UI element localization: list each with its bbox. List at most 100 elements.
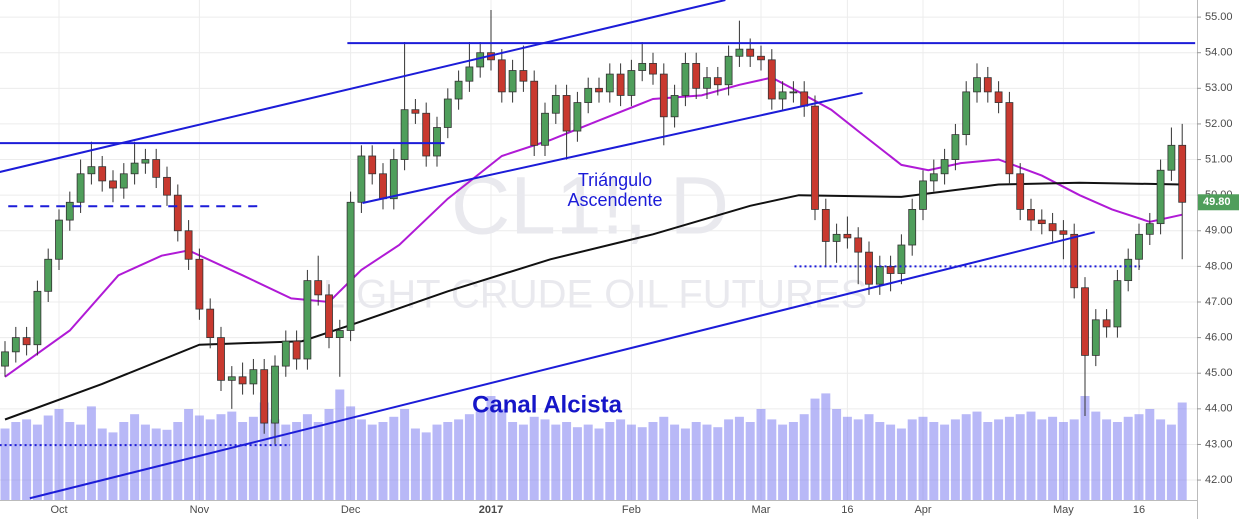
candle-body xyxy=(800,91,809,107)
candle-body xyxy=(368,155,377,175)
candle-body xyxy=(638,62,647,71)
candle-body xyxy=(724,55,733,86)
candle-body xyxy=(713,77,722,86)
volume-bar xyxy=(853,419,863,500)
candle-body xyxy=(195,258,204,310)
candle-body xyxy=(260,369,269,424)
volume-bar xyxy=(421,432,431,500)
volume-bar xyxy=(0,428,10,500)
candle-body xyxy=(1156,169,1165,225)
volume-bar xyxy=(22,419,32,500)
candle-body xyxy=(98,166,107,182)
candle-body xyxy=(497,59,506,93)
candle-body xyxy=(929,173,938,182)
volume-bar xyxy=(259,402,269,500)
volume-bar xyxy=(1177,402,1187,500)
candle-body xyxy=(454,80,463,100)
watermark-name: LIGHT CRUDE OIL FUTURES xyxy=(323,273,868,317)
candle-body xyxy=(940,159,949,175)
y-tick-label: 51.00 xyxy=(1205,153,1233,165)
volume-bar xyxy=(76,424,86,500)
candle-body xyxy=(908,209,917,246)
volume-bar xyxy=(443,422,453,500)
x-tick-label: May xyxy=(1053,504,1074,516)
volume-bar xyxy=(97,428,107,500)
candle-body xyxy=(659,73,668,118)
x-tick-label: Nov xyxy=(190,504,210,516)
volume-bar xyxy=(605,422,615,500)
volume-bar xyxy=(907,419,917,500)
candle-body xyxy=(994,91,1003,103)
volume-bar xyxy=(410,428,420,500)
candle-body xyxy=(854,237,863,253)
volume-bar xyxy=(1048,416,1058,500)
candle-body xyxy=(314,280,323,296)
candle-body xyxy=(616,73,625,96)
volume-bar xyxy=(1156,419,1166,500)
volume-bar xyxy=(486,396,496,500)
candle-body xyxy=(206,308,215,339)
candle-body xyxy=(109,180,117,189)
candle-body xyxy=(346,201,355,331)
volume-bar xyxy=(119,422,129,500)
candle-body xyxy=(778,91,787,100)
volume-bar xyxy=(788,422,798,500)
candle-body xyxy=(584,87,593,103)
candle-body xyxy=(605,73,614,93)
volume-bar xyxy=(216,414,226,500)
candle-body xyxy=(271,365,279,424)
volume-bar xyxy=(616,419,626,500)
volume-bar xyxy=(724,419,734,500)
candle-body xyxy=(746,48,755,57)
annotation: Triángulo xyxy=(578,170,652,190)
candle-body xyxy=(886,265,895,274)
volume-bar xyxy=(648,422,658,500)
candle-body xyxy=(55,219,63,260)
volume-bar xyxy=(562,422,572,500)
volume-bar xyxy=(918,416,928,500)
volume-bar xyxy=(184,409,194,500)
volume-bar xyxy=(130,414,140,500)
x-tick-label: 2017 xyxy=(479,504,503,516)
candle-body xyxy=(573,102,582,132)
y-tick-label: 54.00 xyxy=(1205,47,1233,59)
volume-bar xyxy=(670,424,680,500)
candle-body xyxy=(541,112,549,146)
volume-bar xyxy=(270,419,280,500)
volume-bar xyxy=(745,422,755,500)
volume-bar xyxy=(324,409,334,500)
volume-bar xyxy=(896,428,906,500)
y-tick-label: 55.00 xyxy=(1205,11,1233,23)
candle-body xyxy=(130,162,139,175)
volume-bar xyxy=(994,419,1004,500)
candle-body xyxy=(595,87,603,93)
volume-bar xyxy=(1123,416,1133,500)
volume-bar xyxy=(799,414,809,500)
volume-bar xyxy=(583,424,593,500)
trend-line xyxy=(362,91,863,204)
volume-bar xyxy=(151,428,161,500)
candle-body xyxy=(379,173,387,200)
volume-bar xyxy=(713,427,723,500)
volume-bar xyxy=(1058,422,1068,500)
volume-bar xyxy=(378,422,388,500)
volume-bar xyxy=(1069,419,1079,500)
volume-bar xyxy=(983,422,993,500)
volume-bar xyxy=(86,406,96,500)
volume-bar xyxy=(11,422,21,500)
y-tick-label: 45.00 xyxy=(1205,367,1233,379)
volume-bar xyxy=(778,424,788,500)
volume-bar xyxy=(205,419,215,500)
volume-bar xyxy=(518,424,528,500)
candle-body xyxy=(865,251,873,285)
candle-body xyxy=(562,95,571,132)
volume-bar xyxy=(1091,411,1101,500)
candle-body xyxy=(44,258,53,292)
volume-bar xyxy=(637,427,647,500)
y-tick-label: 49.00 xyxy=(1205,225,1233,237)
volume-bar xyxy=(497,409,507,500)
volume-bar xyxy=(1102,419,1112,500)
volume-bar xyxy=(680,428,690,500)
candle-body xyxy=(530,80,539,146)
